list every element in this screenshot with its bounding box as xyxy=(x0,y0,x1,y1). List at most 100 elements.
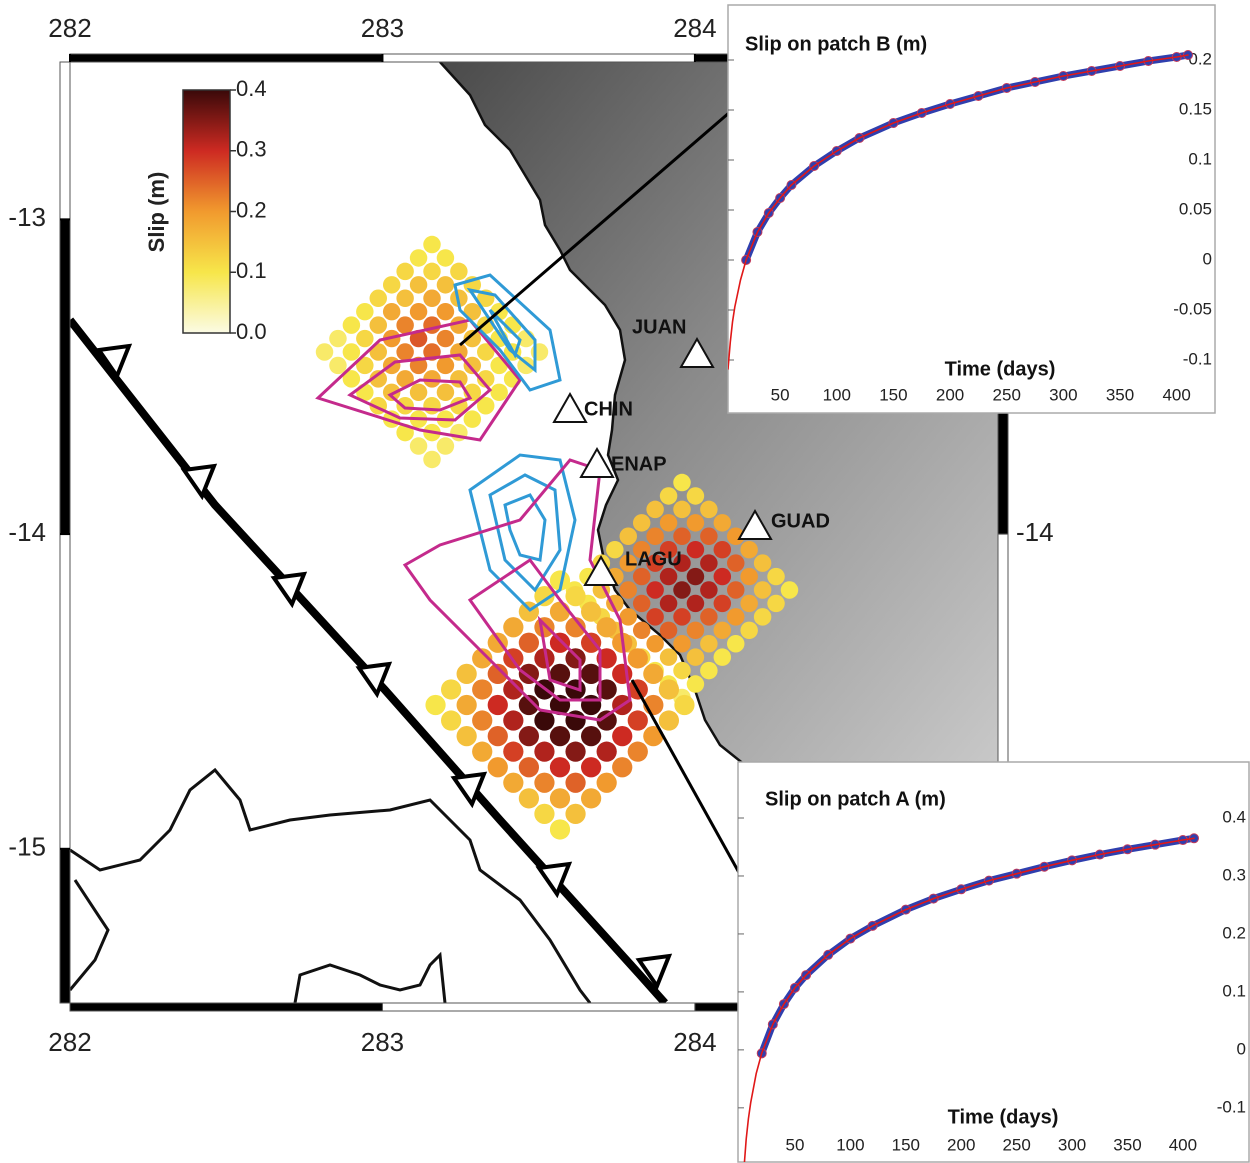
y-tick-label: 0.1 xyxy=(1188,149,1212,168)
slip-dot xyxy=(660,487,677,504)
slip-dot xyxy=(659,710,679,730)
slip-dot xyxy=(519,726,539,746)
slip-dot xyxy=(687,487,704,504)
slip-dot xyxy=(687,675,704,692)
slip-dot xyxy=(620,608,637,625)
slip-dot xyxy=(534,710,554,730)
slip-dot xyxy=(488,726,508,746)
inset-chart: Slip on patch A (m)0.40.30.20.10-0.15010… xyxy=(738,762,1249,1163)
slip-dot xyxy=(714,541,731,558)
slip-dot xyxy=(343,316,360,333)
slip-dot xyxy=(410,303,427,320)
y-tick-label: 0.05 xyxy=(1179,199,1212,218)
slip-dot xyxy=(581,788,601,808)
slip-dot xyxy=(646,581,663,598)
slip-dot xyxy=(674,695,694,715)
slip-dot xyxy=(687,648,704,665)
slip-dot xyxy=(700,528,717,545)
slip-dot xyxy=(612,726,632,746)
slip-dot xyxy=(472,710,492,730)
slip-dot xyxy=(450,370,467,387)
slip-dot xyxy=(531,343,548,360)
slip-dot xyxy=(329,357,346,374)
station-label: CHIN xyxy=(584,398,633,420)
x-tick-label: 282 xyxy=(48,1027,91,1057)
slip-dot xyxy=(370,316,387,333)
slip-dot xyxy=(659,679,679,699)
slip-dot xyxy=(423,397,440,414)
slip-dot xyxy=(329,330,346,347)
inset-chart: Slip on patch B (m)0.20.150.10.050-0.05-… xyxy=(728,5,1215,413)
slip-dot xyxy=(550,788,570,808)
slip-dot xyxy=(472,742,492,762)
slip-dot xyxy=(597,617,617,637)
slip-dot xyxy=(581,664,601,684)
slip-dot xyxy=(660,568,677,585)
slip-dot xyxy=(550,602,570,622)
slip-dot xyxy=(633,622,650,639)
slip-dot xyxy=(581,695,601,715)
y-tick-label: 0 xyxy=(1237,1039,1246,1058)
frame-bar xyxy=(60,219,70,534)
colorbar-tick-label: 0.2 xyxy=(236,197,267,222)
slip-dot xyxy=(450,343,467,360)
slip-dot xyxy=(643,664,663,684)
slip-dot xyxy=(581,602,601,622)
colorbar-tick-label: 0.0 xyxy=(236,319,267,344)
slip-dot xyxy=(437,276,454,293)
slip-dot xyxy=(410,249,427,266)
slip-dot xyxy=(534,617,554,637)
x-tick-label: 50 xyxy=(771,385,790,404)
x-tick-label: 400 xyxy=(1162,385,1190,404)
x-tick-label: 283 xyxy=(361,1027,404,1057)
x-tick-label: 150 xyxy=(879,385,907,404)
slip-dot xyxy=(660,648,677,665)
frame-bar xyxy=(382,1003,694,1011)
slip-dot xyxy=(740,595,757,612)
x-tick-label: 200 xyxy=(947,1135,975,1154)
slip-dot xyxy=(472,679,492,699)
slip-dot xyxy=(423,263,440,280)
slip-dot xyxy=(457,695,477,715)
y-tick-label: -15 xyxy=(8,832,46,862)
slip-dot xyxy=(628,710,648,730)
slip-dot xyxy=(597,773,617,793)
slip-dot xyxy=(612,664,632,684)
station-label: GUAD xyxy=(771,510,830,532)
slip-dot xyxy=(383,276,400,293)
x-tick-label: 200 xyxy=(936,385,964,404)
frame-bar xyxy=(70,1003,382,1011)
slip-dot xyxy=(687,514,704,531)
slip-dot xyxy=(565,648,585,668)
slip-dot xyxy=(534,804,554,824)
slip-dot xyxy=(673,608,690,625)
slip-dot xyxy=(700,662,717,679)
slip-dot xyxy=(565,804,585,824)
inset-title: Slip on patch A (m) xyxy=(765,788,946,810)
slip-dot xyxy=(503,742,523,762)
frame-bar xyxy=(60,534,70,849)
slip-dot xyxy=(519,788,539,808)
slip-dot xyxy=(727,635,744,652)
slip-dot xyxy=(565,773,585,793)
x-tick-label: 284 xyxy=(673,1027,716,1057)
x-tick-label: 283 xyxy=(361,13,404,43)
slip-dot xyxy=(519,757,539,777)
slip-dot xyxy=(396,343,413,360)
y-tick-label: 0 xyxy=(1203,249,1212,268)
slip-dot xyxy=(464,410,481,427)
slip-dot xyxy=(457,664,477,684)
slip-dot xyxy=(437,303,454,320)
slip-dot xyxy=(628,742,648,762)
x-tick-label: 282 xyxy=(48,13,91,43)
x-tick-label: 300 xyxy=(1058,1135,1086,1154)
slip-dot xyxy=(633,514,650,531)
slip-dot xyxy=(687,568,704,585)
slip-dot xyxy=(660,622,677,639)
slip-dot xyxy=(700,501,717,518)
x-tick-label: 350 xyxy=(1113,1135,1141,1154)
slip-dot xyxy=(356,303,373,320)
x-tick-label: 284 xyxy=(673,13,716,43)
slip-dot xyxy=(687,595,704,612)
slip-dot xyxy=(370,290,387,307)
